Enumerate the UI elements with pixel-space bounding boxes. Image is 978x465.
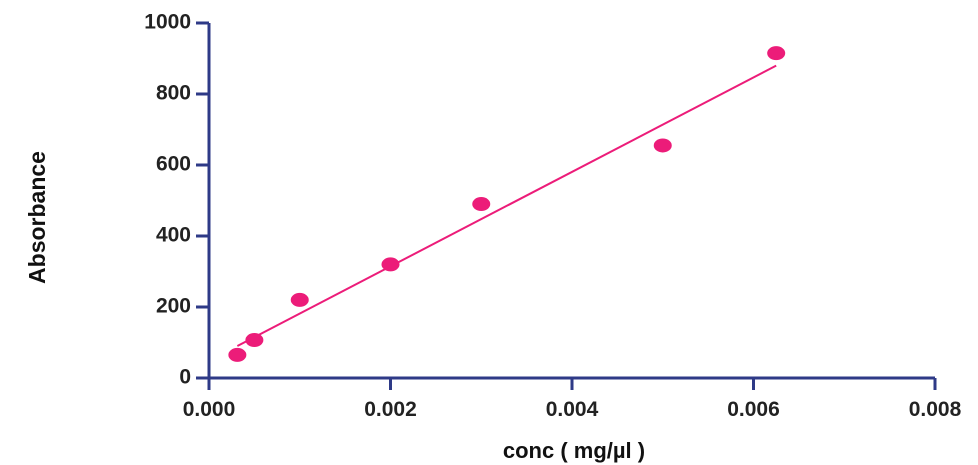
y-tick-label: 200 xyxy=(156,295,191,318)
data-point xyxy=(290,292,309,307)
y-axis-title: Absorbance xyxy=(24,151,50,284)
y-axis-ticks: 0 200 400 600 800 1000 xyxy=(144,11,209,389)
data-point xyxy=(245,333,264,348)
data-point xyxy=(472,197,491,212)
data-point xyxy=(767,46,786,61)
data-points xyxy=(228,46,786,362)
y-tick-label: 0 xyxy=(179,366,191,389)
y-tick-label: 1000 xyxy=(144,11,191,34)
x-axis-ticks: 0.000 0.002 0.004 0.006 0.008 xyxy=(183,378,962,421)
data-point xyxy=(653,138,672,153)
data-point xyxy=(381,257,400,272)
y-tick-label: 400 xyxy=(156,224,191,247)
x-tick-label: 0.008 xyxy=(909,398,962,421)
y-tick-label: 800 xyxy=(156,82,191,105)
x-axis-title: conc ( mg/µl ) xyxy=(503,438,645,463)
y-tick-label: 600 xyxy=(156,153,191,176)
linear-fit-line xyxy=(236,64,777,347)
x-tick-label: 0.002 xyxy=(364,398,417,421)
x-tick-label: 0.000 xyxy=(183,398,236,421)
x-tick-label: 0.006 xyxy=(727,398,780,421)
data-point xyxy=(228,347,247,362)
x-tick-label: 0.004 xyxy=(546,398,599,421)
